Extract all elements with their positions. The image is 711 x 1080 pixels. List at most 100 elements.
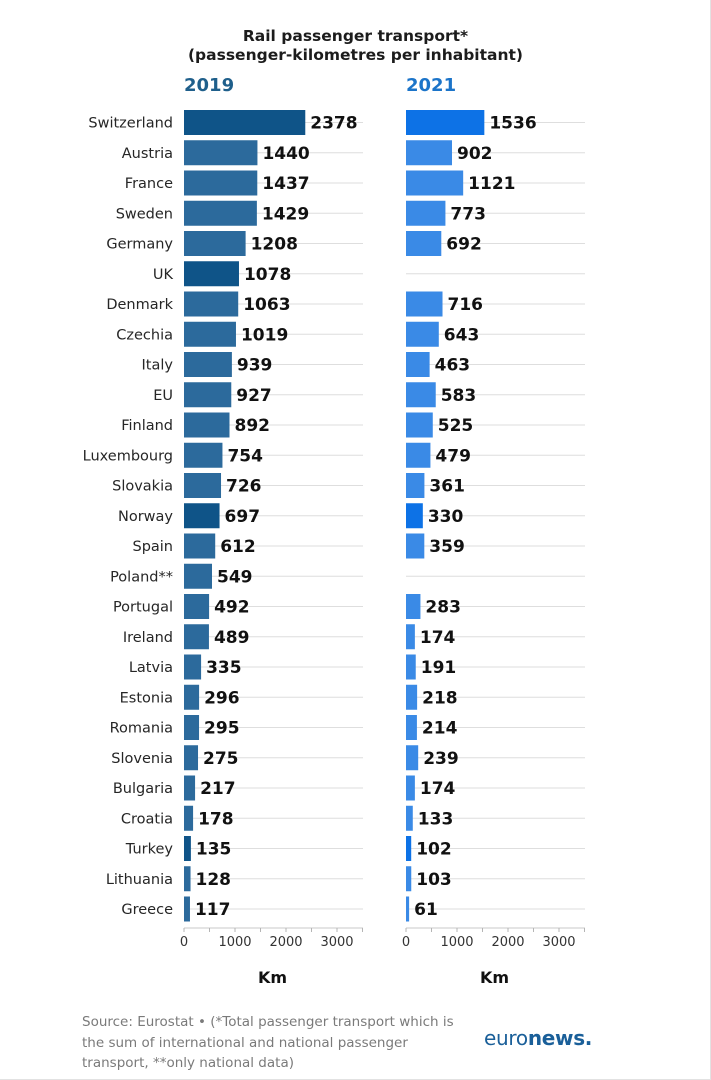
value-label-2021-latvia: 191 <box>421 658 457 678</box>
value-label-2021-spain: 359 <box>429 537 465 557</box>
value-label-2019-spain: 612 <box>220 537 256 557</box>
value-label-2019-sweden: 1429 <box>262 204 309 224</box>
chart-title: Rail passenger transport* <box>242 27 469 45</box>
bar-2021-romania <box>406 715 417 740</box>
value-label-2019-germany: 1208 <box>251 235 298 255</box>
value-label-2021-croatia: 133 <box>418 809 454 829</box>
bar-2019-switzerland <box>184 110 306 135</box>
bar-chart: Switzerland Austria France Sweden Germany UK D… <box>83 110 585 950</box>
value-label-2019-latvia: 335 <box>206 658 242 678</box>
value-label-2021-denmark: 716 <box>448 295 484 315</box>
bar-2019-bulgaria <box>184 775 196 801</box>
bar-2021-slovakia <box>406 473 425 498</box>
value-label-2021-germany: 692 <box>446 235 482 255</box>
category-label-czechia: Czechia <box>116 327 173 343</box>
category-label-luxembourg: Luxembourg <box>83 448 173 464</box>
value-label-2021-finland: 525 <box>438 416 474 436</box>
x-tick-label-2021-0: 0 <box>402 935 410 950</box>
bar-2021-eu <box>406 382 436 408</box>
bar-2021-spain <box>406 533 425 559</box>
bar-2019-sweden <box>184 200 257 226</box>
category-label-poland: Poland** <box>110 569 173 585</box>
value-label-2019-denmark: 1063 <box>243 295 290 315</box>
value-label-2019-switzerland: 2378 <box>310 114 357 134</box>
category-label-sweden: Sweden <box>116 206 173 222</box>
bar-2019-denmark <box>184 291 239 317</box>
bar-2019-slovenia <box>184 745 199 771</box>
category-label-croatia: Croatia <box>121 811 173 827</box>
category-label-portugal: Portugal <box>113 600 173 616</box>
bar-2019-italy <box>184 352 232 377</box>
value-label-2021-austria: 902 <box>457 144 493 164</box>
value-label-2021-slovenia: 239 <box>423 749 459 769</box>
value-label-2021-italy: 463 <box>435 356 471 376</box>
category-label-ireland: Ireland <box>123 630 173 646</box>
bar-2021-greece <box>406 896 410 922</box>
category-label-eu: EU <box>153 388 173 404</box>
value-label-2019-austria: 1440 <box>262 144 309 164</box>
bar-2019-portugal <box>184 594 210 619</box>
value-label-2021-norway: 330 <box>428 507 464 527</box>
value-label-2021-bulgaria: 174 <box>420 779 456 799</box>
category-label-slovenia: Slovenia <box>111 751 173 767</box>
bar-2021-portugal <box>406 594 421 619</box>
category-label-latvia: Latvia <box>129 660 173 676</box>
value-label-2021-france: 1121 <box>468 174 515 194</box>
value-label-2019-romania: 295 <box>204 719 240 739</box>
bar-2019-luxembourg <box>184 442 223 468</box>
bar-2021-czechia <box>406 321 439 347</box>
category-label-turkey: Turkey <box>125 842 174 858</box>
value-label-2019-finland: 892 <box>234 416 270 436</box>
category-label-greece: Greece <box>121 902 173 918</box>
x-tick-label-2021-1000: 1000 <box>440 935 473 950</box>
value-label-2019-eu: 927 <box>236 386 271 406</box>
bar-2021-slovenia <box>406 745 419 771</box>
bar-2019-romania <box>184 715 200 740</box>
category-label-denmark: Denmark <box>106 297 173 313</box>
bar-2021-lithuania <box>406 866 412 892</box>
bar-2019-uk <box>184 261 239 287</box>
category-label-spain: Spain <box>132 539 173 555</box>
x-tick-label-2019-1000: 1000 <box>218 935 251 950</box>
value-label-2019-lithuania: 128 <box>196 870 232 890</box>
bar-2021-italy <box>406 352 430 377</box>
x-tick-label-2021-3000: 3000 <box>542 935 575 950</box>
value-label-2021-sweden: 773 <box>450 204 486 224</box>
bar-2019-finland <box>184 412 230 438</box>
category-label-france: France <box>125 176 173 192</box>
bar-2021-bulgaria <box>406 775 415 801</box>
value-label-2019-norway: 697 <box>225 507 261 527</box>
x-axis-label-2019: Km <box>258 968 288 987</box>
bar-2019-croatia <box>184 805 194 831</box>
value-label-2021-lithuania: 103 <box>416 870 452 890</box>
x-tick-label-2019-2000: 2000 <box>269 935 302 950</box>
value-label-2019-greece: 117 <box>195 900 231 920</box>
category-label-bulgaria: Bulgaria <box>113 781 173 797</box>
bar-2019-latvia <box>184 654 202 680</box>
bar-2019-turkey <box>184 836 191 861</box>
value-label-2021-luxembourg: 479 <box>435 446 471 466</box>
bar-2021-turkey <box>406 836 412 861</box>
x-axis-label-2021: Km <box>480 968 510 987</box>
bar-2019-ireland <box>184 624 209 650</box>
value-label-2021-turkey: 102 <box>416 840 452 860</box>
value-label-2019-france: 1437 <box>262 174 309 194</box>
value-label-2019-bulgaria: 217 <box>200 779 236 799</box>
bar-2021-norway <box>406 503 423 529</box>
bar-2019-poland <box>184 563 212 589</box>
x-tick-label-2019-3000: 3000 <box>320 935 353 950</box>
logo-text-bold: news. <box>527 1026 593 1050</box>
category-label-uk: UK <box>153 267 174 283</box>
category-label-romania: Romania <box>110 721 173 737</box>
bar-2021-denmark <box>406 291 443 317</box>
value-label-2019-ireland: 489 <box>214 628 250 648</box>
value-label-2019-estonia: 296 <box>204 688 240 708</box>
value-label-2019-poland: 549 <box>217 567 253 587</box>
category-label-switzerland: Switzerland <box>88 116 173 132</box>
value-label-2021-estonia: 218 <box>422 688 458 708</box>
bar-2021-austria <box>406 140 453 166</box>
bar-2019-france <box>184 170 258 196</box>
category-label-norway: Norway <box>118 509 173 525</box>
value-label-2019-italy: 939 <box>237 356 273 376</box>
bar-2019-germany <box>184 231 246 256</box>
